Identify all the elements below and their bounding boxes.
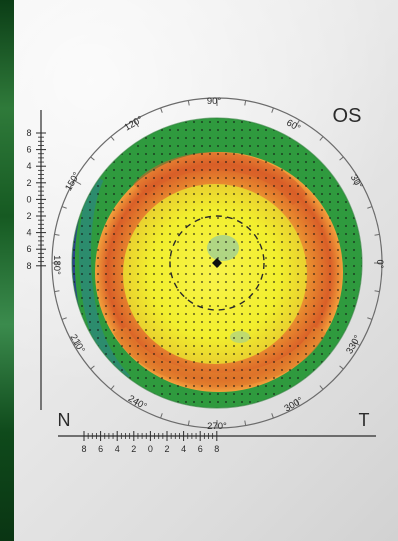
outer-tick	[90, 365, 95, 370]
horizontal-scale-label: 0	[148, 444, 153, 454]
horizontal-scale-label: 4	[115, 444, 120, 454]
outer-tick	[352, 341, 361, 346]
map-border	[71, 117, 363, 409]
outer-ticks	[52, 98, 382, 428]
outer-tick	[110, 136, 115, 141]
angle-180-label: 180°	[51, 255, 62, 275]
outer-tick	[271, 413, 274, 419]
vertical-scale-label: 2	[26, 211, 31, 221]
angle-270-label: 270°	[207, 421, 227, 432]
vertical-scale-label: 8	[26, 261, 31, 271]
outer-tick	[339, 156, 344, 161]
vertical-scale-label: 4	[26, 161, 31, 171]
horizontal-scale-label: 6	[98, 444, 103, 454]
ring-mask	[101, 158, 337, 386]
outer-tick	[73, 341, 82, 346]
outer-tick	[319, 136, 324, 141]
outer-tick	[187, 420, 190, 426]
outer-tick	[160, 107, 163, 113]
outer-tick	[54, 290, 60, 293]
outer-tick	[61, 206, 67, 209]
horizontal-scale-label: 2	[164, 444, 169, 454]
horizontal-scale: 8 6 4 2 0 2 4 6 8	[58, 431, 376, 454]
outer-tick	[319, 385, 324, 390]
angle-150-label: 150°	[63, 170, 82, 193]
horizontal-scale-label: 6	[198, 444, 203, 454]
vertical-scale-ticks	[36, 132, 46, 267]
temporal-label: T	[359, 410, 370, 430]
outer-tick	[295, 119, 300, 128]
horizontal-scale-labels: 8 6 4 2 0 2 4 6 8	[81, 444, 219, 454]
outer-tick	[134, 119, 139, 128]
angle-120-label: 120°	[122, 114, 145, 133]
vertical-scale-label: 8	[26, 128, 31, 138]
horizontal-scale-ticks	[83, 431, 218, 441]
angle-90-label: 90°	[207, 96, 222, 107]
outer-tick	[339, 365, 344, 370]
center-marker	[212, 258, 222, 268]
vertical-scale-label: 6	[26, 145, 31, 155]
outer-tick	[90, 156, 95, 161]
outer-tick	[160, 413, 163, 419]
outer-tick	[61, 317, 67, 320]
outer-tick	[352, 180, 361, 185]
outer-tick	[367, 317, 373, 320]
outer-tick	[295, 398, 300, 407]
horizontal-scale-label: 4	[181, 444, 186, 454]
vertical-scale: 8 6 4 2 0 2 4 6 8	[26, 110, 46, 410]
vertical-scale-labels: 8 6 4 2 0 2 4 6 8	[26, 128, 31, 271]
angle-0-label: 0°	[374, 259, 385, 268]
horizontal-scale-label: 2	[131, 444, 136, 454]
nasal-label: N	[58, 410, 71, 430]
vertical-scale-label: 4	[26, 228, 31, 238]
angle-30-label: 30°	[348, 173, 365, 191]
outer-tick	[187, 100, 190, 106]
outer-tick	[244, 100, 247, 106]
outer-tick	[73, 180, 82, 185]
horizontal-scale-label: 8	[81, 444, 86, 454]
vertical-scale-label: 0	[26, 194, 31, 204]
horizontal-scale-label: 8	[214, 444, 219, 454]
outer-tick	[374, 233, 380, 236]
outer-tick	[374, 290, 380, 293]
angle-210-label: 210°	[67, 332, 86, 355]
outer-tick	[367, 206, 373, 209]
vertical-scale-label: 6	[26, 244, 31, 254]
dashed-pupil-circle	[169, 215, 265, 311]
outer-tick	[244, 420, 247, 426]
angle-300-label: 300°	[282, 395, 305, 414]
angle-240-label: 240°	[126, 393, 149, 412]
outer-tick	[110, 385, 115, 390]
topography-heatmap	[72, 118, 362, 408]
outer-tick	[271, 107, 274, 113]
left-green-strip	[0, 0, 14, 541]
eye-label: OS	[333, 105, 362, 127]
outer-tick	[134, 398, 139, 407]
vertical-scale-label: 2	[26, 178, 31, 188]
outer-tick	[54, 233, 60, 236]
